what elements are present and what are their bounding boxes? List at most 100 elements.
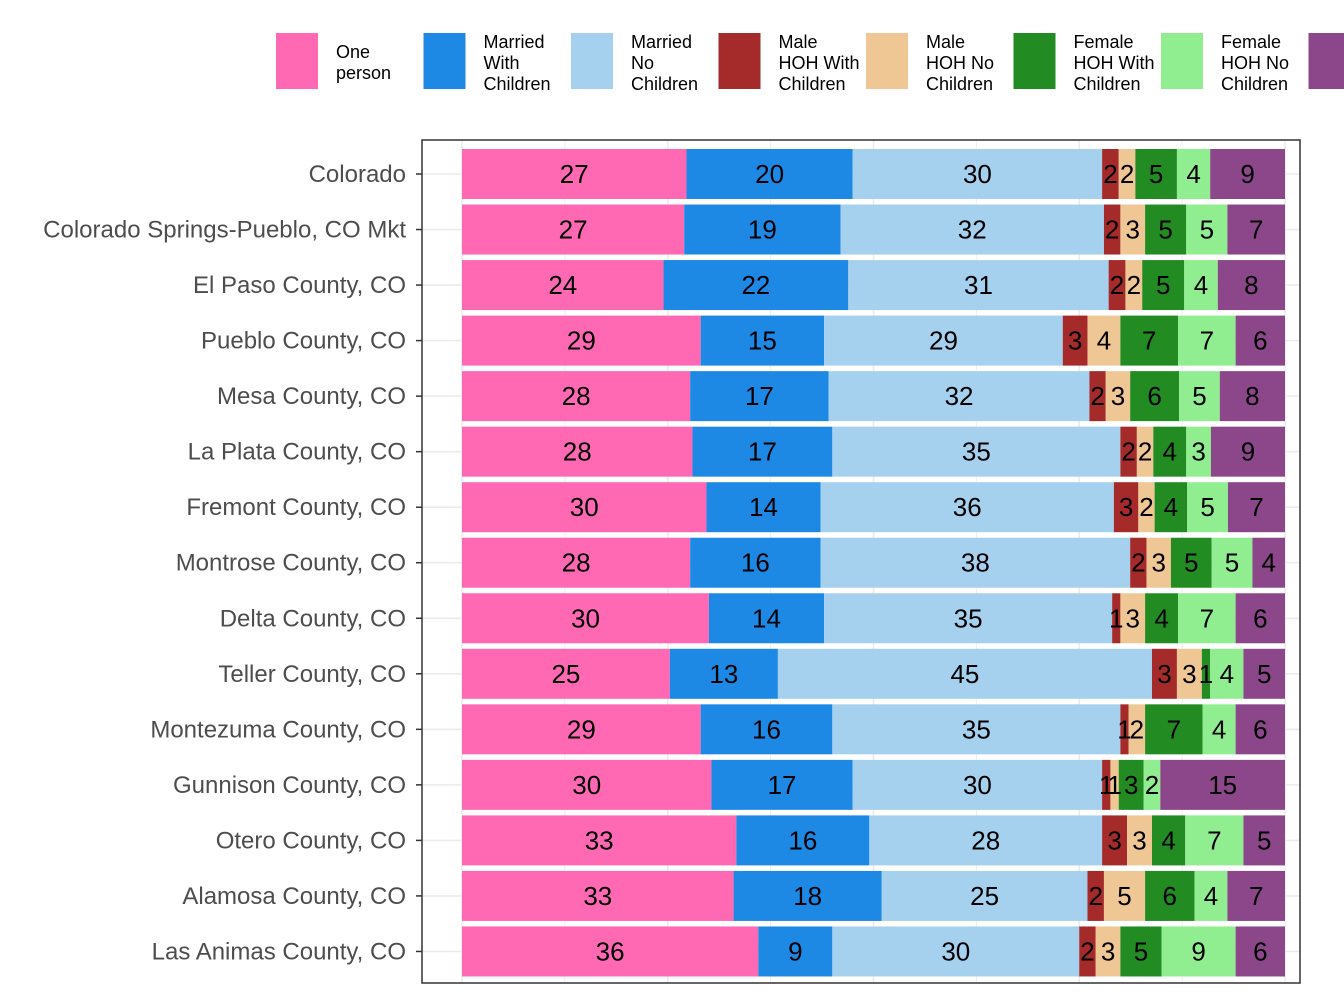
bar-value-label: 8 <box>1245 381 1259 411</box>
bar-value-label: 3 <box>1101 936 1115 966</box>
category-label: Colorado Springs-Pueblo, CO Mkt <box>43 217 406 244</box>
bar-segment <box>820 537 1131 588</box>
bar-segment <box>1087 315 1121 366</box>
bar-segment <box>1235 593 1285 644</box>
bar-segment <box>1145 204 1187 255</box>
bar-segment <box>1179 371 1220 422</box>
bar-segment <box>1103 870 1146 921</box>
legend-label: Children <box>1074 74 1141 94</box>
bar-segment <box>692 426 833 477</box>
bar-segment <box>1227 204 1285 255</box>
bar-value-label: 16 <box>788 825 817 855</box>
bar-segment <box>1185 815 1244 866</box>
bar-value-label: 30 <box>941 936 970 966</box>
bar-value-label: 33 <box>583 881 612 911</box>
bar-segment <box>462 426 693 477</box>
bar-segment <box>1128 704 1146 755</box>
bar-segment <box>1062 315 1088 366</box>
bar-segment <box>669 648 778 699</box>
bar-segment <box>1176 149 1211 199</box>
bar-value-label: 29 <box>567 714 596 744</box>
bar-value-label: 3 <box>1119 492 1133 522</box>
bar-segment <box>686 149 853 199</box>
bar-value-label: 9 <box>1240 159 1254 189</box>
bar-segment <box>824 315 1063 366</box>
category-label: Las Animas County, CO <box>152 938 406 965</box>
bar-segment <box>1130 537 1147 588</box>
bar-value-label: 3 <box>1151 548 1165 578</box>
bar-value-label: 3 <box>1124 770 1138 800</box>
legend-key <box>1308 33 1344 89</box>
bar-segment <box>1178 315 1236 366</box>
bar-segment <box>462 371 691 422</box>
bar-value-label: 2 <box>1127 270 1141 300</box>
bar-segment <box>1170 537 1212 588</box>
bar-segment <box>1211 537 1253 588</box>
bar-segment <box>462 260 664 311</box>
bar-segment <box>1103 204 1121 255</box>
bar-segment <box>1138 482 1155 533</box>
bar-segment <box>700 704 833 755</box>
bar-segment <box>1151 815 1186 866</box>
bar-segment <box>777 648 1152 699</box>
legend-key <box>423 33 466 89</box>
bar-value-label: 4 <box>1154 603 1168 633</box>
panel-border <box>421 139 1301 984</box>
bar-value-label: 5 <box>1200 215 1214 245</box>
bar-value-label: 17 <box>748 437 777 467</box>
legend-key <box>571 33 613 89</box>
bar-segment <box>462 482 707 533</box>
legend-label: Children <box>926 74 993 94</box>
bar-segment <box>1235 926 1285 977</box>
bar-value-label: 17 <box>768 770 797 800</box>
bar-value-label: 32 <box>958 215 987 245</box>
bar-segment <box>1105 371 1131 422</box>
bar-segment <box>1184 260 1218 311</box>
bar-value-label: 3 <box>1132 825 1146 855</box>
category-label: Mesa County, CO <box>217 383 406 410</box>
bar-value-label: 45 <box>950 659 979 689</box>
bar-value-label: 5 <box>1257 659 1271 689</box>
bar-value-label: 30 <box>963 159 992 189</box>
legend-label: Female <box>1221 32 1281 52</box>
bar-value-label: 38 <box>961 548 990 578</box>
bar-value-label: 19 <box>748 215 777 245</box>
legend-label: HOH With <box>779 53 860 73</box>
bar-value-label: 5 <box>1158 215 1172 245</box>
bar-segment <box>1178 593 1236 644</box>
bar-value-label: 7 <box>1167 714 1181 744</box>
category-label: Gunnison County, CO <box>173 772 406 799</box>
bar-segment <box>832 426 1121 477</box>
bar-value-label: 4 <box>1163 437 1177 467</box>
bar-segment <box>708 593 825 644</box>
bar-value-label: 35 <box>954 603 983 633</box>
bar-segment <box>1120 426 1137 477</box>
bar-value-label: 30 <box>963 770 992 800</box>
bar-segment <box>1252 537 1285 588</box>
bar-value-label: 3 <box>1126 215 1140 245</box>
legend-label: Children <box>779 74 846 94</box>
bar-labels: 27 20 30 2 2 5 4 927 19 32 2 3 5 5 724 22 31 2 2 5 4 829 15 29 3… <box>548 159 1276 966</box>
bar-value-label: 5 <box>1257 825 1271 855</box>
bar-segment <box>1154 482 1188 533</box>
bar-value-label: 9 <box>1241 437 1255 467</box>
bar-segment <box>462 593 709 644</box>
bar-segment <box>1113 482 1139 533</box>
bar-segment <box>1186 426 1211 477</box>
bar-value-label: 2 <box>1130 714 1144 744</box>
bar-value-label: 36 <box>596 936 625 966</box>
legend-key <box>718 33 761 89</box>
bar-value-label: 4 <box>1261 548 1275 578</box>
bar-value-label: 18 <box>793 881 822 911</box>
bar-value-label: 9 <box>1191 936 1205 966</box>
bar-segment <box>1146 537 1171 588</box>
legend-label: Children <box>631 74 698 94</box>
bar-segment <box>1120 204 1146 255</box>
bar-value-label: 3 <box>1107 825 1121 855</box>
legend-label: Children <box>1221 74 1288 94</box>
bar-value-label: 17 <box>745 381 774 411</box>
bar-value-label: 6 <box>1163 881 1177 911</box>
bar-segment <box>1160 759 1285 810</box>
